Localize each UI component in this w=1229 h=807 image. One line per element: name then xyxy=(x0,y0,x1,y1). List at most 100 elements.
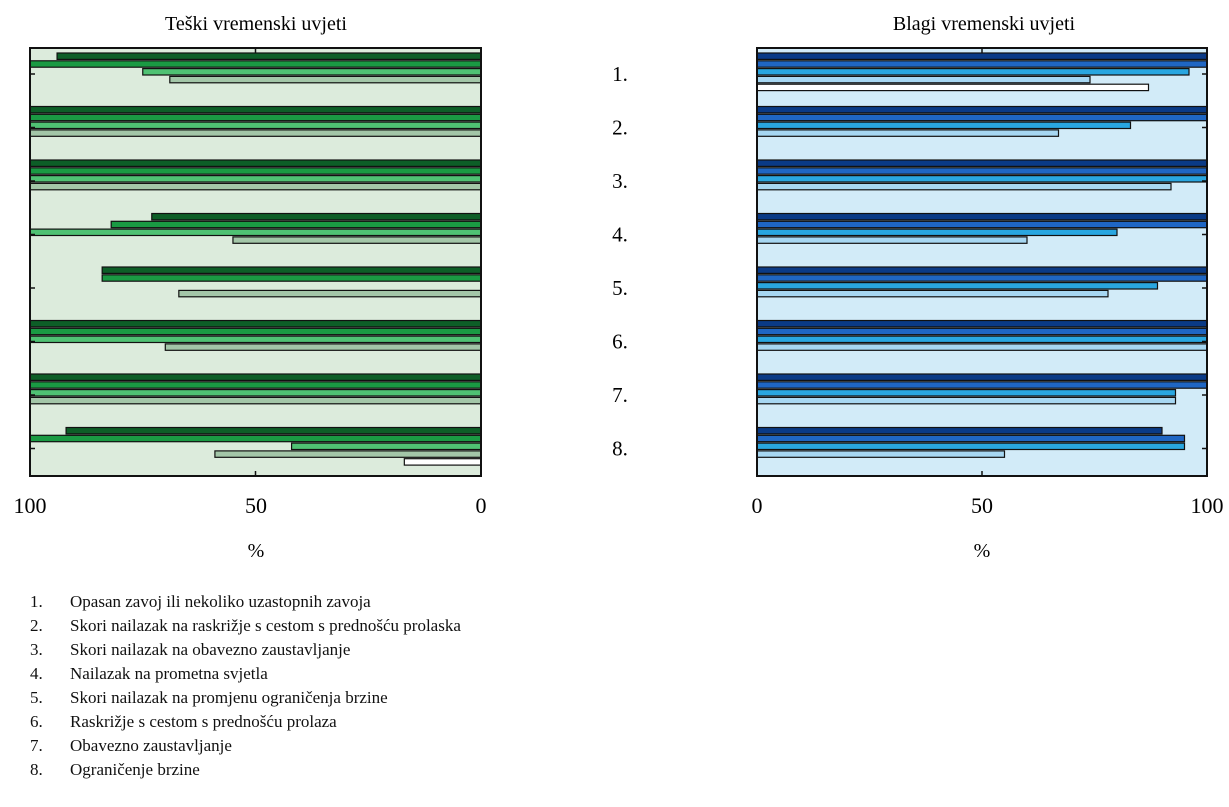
left-bar-6-1 xyxy=(29,319,482,328)
legend-item-text: Skori nailazak na raskrižje s cestom s p… xyxy=(70,616,461,635)
right-bar-7-3 xyxy=(756,389,1177,397)
right-bar-8-4 xyxy=(756,450,1006,458)
legend-item-text: Skori nailazak na promjenu ograničenja b… xyxy=(70,688,388,707)
right-bar-3-4 xyxy=(756,182,1172,191)
right-bar-1-3 xyxy=(756,67,1190,76)
right-bar-8-3 xyxy=(756,442,1186,451)
left-bar-7-1 xyxy=(29,373,482,382)
legend-item-5: 5. Skori nailazak na promjenu ograničenja… xyxy=(30,686,461,710)
left-bar-2-3 xyxy=(29,121,482,130)
category-label-2: 2. xyxy=(612,116,628,140)
left-bar-1-2 xyxy=(29,60,482,68)
right-bar-6-4 xyxy=(756,343,1208,351)
left-bar-4-1 xyxy=(151,212,482,221)
right-chart-title: Blagi vremenski uvjeti xyxy=(893,13,1076,35)
legend-item-2: 2. Skori nailazak na raskrižje s cestom s… xyxy=(30,614,461,638)
left-bar-5-2 xyxy=(101,274,482,282)
right-bar-4-2 xyxy=(756,220,1208,229)
category-label-5: 5. xyxy=(612,276,628,300)
left-bars xyxy=(29,52,482,466)
left-bar-3-2 xyxy=(29,167,482,175)
right-bar-7-4 xyxy=(756,396,1177,405)
right-bar-4-3 xyxy=(756,228,1118,237)
legend-item-number: 7. xyxy=(30,736,43,755)
legend-item-number: 8. xyxy=(30,760,43,779)
right-xtick-0: 0 xyxy=(752,493,763,518)
left-bar-5-1 xyxy=(101,266,482,275)
right-bar-1-4 xyxy=(756,75,1091,84)
left-bar-6-4 xyxy=(164,343,482,351)
right-bar-3-3 xyxy=(756,175,1208,183)
legend-item-text: Nailazak na prometna svjetla xyxy=(70,664,268,683)
category-label-1: 1. xyxy=(612,62,628,86)
left-bar-8-2 xyxy=(29,434,482,443)
right-bar-5-1 xyxy=(756,266,1208,275)
legend-item-1: 1. Opasan zavoj ili nekoliko uzastopnih z… xyxy=(30,590,461,614)
right-bar-6-1 xyxy=(756,319,1208,328)
category-label-6: 6. xyxy=(612,330,628,354)
left-bar-1-1 xyxy=(56,52,482,61)
legend-item-3: 3. Skori nailazak na obavezno zaustavljan… xyxy=(30,638,461,662)
legend-item-6: 6. Raskrižje s cestom s prednošću prolaza xyxy=(30,710,461,734)
left-bar-5-4 xyxy=(178,289,482,298)
right-bar-1-5 xyxy=(756,83,1150,92)
left-bar-3-1 xyxy=(29,159,482,168)
left-xtick-0: 100 xyxy=(14,493,47,518)
left-bar-6-3 xyxy=(29,335,482,344)
right-bar-2-3 xyxy=(756,121,1132,130)
left-bar-4-3 xyxy=(29,228,482,237)
right-xlabel: % xyxy=(974,540,991,562)
legend-item-number: 2. xyxy=(30,616,43,635)
left-bar-2-2 xyxy=(29,113,482,122)
right-bar-3-1 xyxy=(756,159,1208,168)
left-bar-7-3 xyxy=(29,389,482,397)
right-bar-6-3 xyxy=(756,335,1208,344)
left-xlabel: % xyxy=(248,540,265,562)
left-chart-title: Teški vremenski uvjeti xyxy=(165,13,347,35)
left-xtick-1: 50 xyxy=(245,493,267,518)
legend-item-number: 6. xyxy=(30,712,43,731)
left-bar-2-1 xyxy=(29,105,482,114)
legend-item-4: 4. Nailazak na prometna svjetla xyxy=(30,662,461,686)
right-bar-7-1 xyxy=(756,373,1208,382)
right-xtick-1: 50 xyxy=(971,493,993,518)
legend-item-text: Raskrižje s cestom s prednošću prolaza xyxy=(70,712,337,731)
right-bar-2-4 xyxy=(756,129,1060,137)
left-bar-4-4 xyxy=(232,236,482,244)
left-bar-8-3 xyxy=(290,442,482,451)
legend-item-text: Ograničenje brzine xyxy=(70,760,200,779)
right-bar-2-2 xyxy=(756,113,1208,122)
legend-item-text: Opasan zavoj ili nekoliko uzastopnih zav… xyxy=(70,592,371,611)
right-bar-5-2 xyxy=(756,274,1208,282)
legend-item-text: Skori nailazak na obavezno zaustavljanje xyxy=(70,640,351,659)
category-legend: 1. Opasan zavoj ili nekoliko uzastopnih z… xyxy=(30,590,461,782)
axis-ticks xyxy=(30,48,1207,476)
right-bar-1-1 xyxy=(756,52,1208,61)
right-bar-5-4 xyxy=(756,289,1109,298)
left-xtick-2: 0 xyxy=(476,493,487,518)
left-bar-8-4 xyxy=(214,450,482,458)
left-bar-4-2 xyxy=(110,220,482,229)
right-bar-7-2 xyxy=(756,381,1208,389)
left-bar-1-4 xyxy=(169,75,482,84)
right-bar-6-2 xyxy=(756,327,1208,336)
category-label-7: 7. xyxy=(612,383,628,407)
right-xtick-2: 100 xyxy=(1191,493,1224,518)
right-bar-1-2 xyxy=(756,60,1208,68)
left-bar-6-2 xyxy=(29,327,482,336)
left-bar-8-5 xyxy=(403,458,482,466)
left-bar-8-1 xyxy=(65,426,482,435)
right-bar-4-4 xyxy=(756,236,1028,244)
left-bar-1-3 xyxy=(142,67,482,76)
legend-item-number: 5. xyxy=(30,688,43,707)
left-bar-7-2 xyxy=(29,381,482,389)
category-label-4: 4. xyxy=(612,223,628,247)
legend-item-7: 7. Obavezno zaustavljanje xyxy=(30,734,461,758)
legend-item-number: 3. xyxy=(30,640,43,659)
right-bar-4-1 xyxy=(756,212,1208,221)
category-label-3: 3. xyxy=(612,169,628,193)
legend-item-8: 8. Ograničenje brzine xyxy=(30,758,461,782)
legend-item-number: 1. xyxy=(30,592,43,611)
right-bar-8-2 xyxy=(756,434,1186,443)
legend-item-number: 4. xyxy=(30,664,43,683)
